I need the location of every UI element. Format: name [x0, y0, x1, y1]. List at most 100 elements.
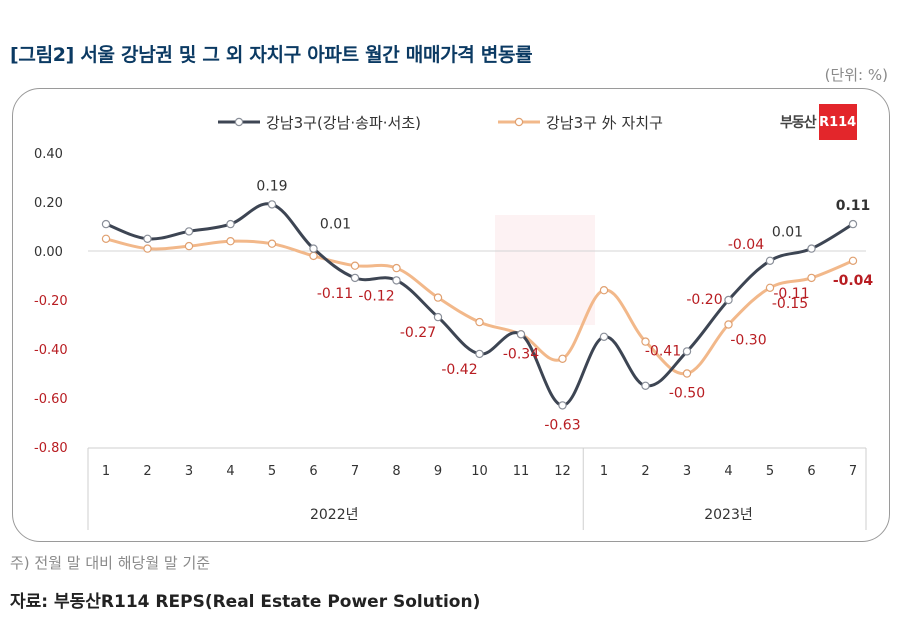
data-point: [682, 347, 692, 356]
watermark-logo: [495, 215, 595, 325]
x-tick-label: 7: [849, 464, 857, 479]
data-label: -0.15: [772, 296, 808, 312]
x-tick-label: 4: [724, 464, 732, 479]
brand-logo: 부동산 R114: [780, 104, 857, 140]
data-point: [765, 283, 775, 292]
source-credit: 자료: 부동산R114 REPS(Real Estate Power Solut…: [10, 592, 481, 612]
legend-label: 강남3구(강남·송파·서초): [266, 114, 421, 132]
y-tick-label: -0.80: [34, 441, 68, 456]
data-point: [724, 320, 733, 329]
y-tick-label: 0.40: [34, 147, 63, 162]
data-label: -0.11: [773, 286, 809, 302]
y-tick-label: -0.40: [34, 343, 68, 358]
data-point: [765, 256, 775, 265]
data-point: [641, 337, 650, 346]
data-point: [309, 244, 318, 253]
data-point: [392, 276, 401, 285]
data-label: -0.04: [833, 273, 874, 289]
data-point: [267, 200, 277, 209]
x-tick-label: 8: [392, 464, 400, 479]
data-point: [682, 369, 692, 378]
data-point: [848, 219, 858, 229]
data-label: -0.11: [317, 286, 353, 302]
data-point: [807, 244, 816, 253]
data-point: [641, 381, 650, 390]
data-point: [516, 330, 526, 339]
data-label: -0.04: [728, 237, 764, 253]
data-point: [184, 227, 194, 236]
data-point: [475, 349, 484, 359]
x-tick-label: 4: [226, 464, 234, 479]
x-tick-label: 2: [641, 464, 649, 479]
data-point: [101, 219, 111, 229]
x-tick-label: 6: [309, 464, 317, 479]
x-tick-label: 9: [434, 464, 442, 479]
data-point: [309, 251, 318, 261]
legend-marker: [234, 117, 244, 127]
y-axis: 0.40 0.20 0.00 -0.20 -0.40 -0.60 -0.80: [34, 147, 68, 456]
y-tick-label: -0.20: [34, 294, 68, 309]
series-line: [105, 202, 854, 407]
data-point: [226, 219, 235, 229]
year-label: 2022년: [310, 507, 359, 523]
data-point: [226, 236, 235, 246]
data-label: 0.11: [836, 198, 871, 214]
y-tick-label: -0.60: [34, 392, 68, 407]
data-label: 0.19: [256, 178, 287, 194]
data-point: [184, 241, 194, 251]
data-point: [143, 234, 152, 243]
data-point: [558, 401, 567, 410]
data-point: [433, 293, 443, 302]
logo-text: 부동산: [780, 115, 817, 131]
unit-label: (단위: %): [824, 66, 888, 84]
data-label: -0.42: [441, 362, 477, 378]
data-label: -0.30: [730, 333, 766, 349]
x-tick-label: 11: [513, 464, 530, 479]
data-point: [599, 332, 609, 341]
x-tick-label: 3: [185, 464, 193, 479]
data-point: [475, 317, 484, 327]
data-label: 0.01: [772, 225, 803, 241]
data-labels: 0.19 0.01 -0.11 -0.12 -0.27 -0.42 -0.34 -0.63 -0…: [256, 178, 873, 433]
chart-title: [그림2] 서울 강남권 및 그 외 자치구 아파트 월간 매매가격 변동률: [10, 44, 533, 66]
data-label: -0.27: [400, 325, 436, 341]
legend-marker: [514, 117, 524, 127]
x-tick-label: 5: [268, 464, 276, 479]
x-tick-label: 1: [600, 464, 608, 479]
year-label: 2023년: [704, 507, 753, 523]
y-tick-label: 0.20: [34, 196, 63, 211]
x-tick-label: 5: [766, 464, 774, 479]
data-point: [558, 354, 567, 363]
data-label: -0.41: [645, 343, 681, 359]
data-label: -0.34: [503, 346, 539, 362]
data-point: [807, 273, 816, 283]
data-label: 0.01: [320, 217, 351, 233]
series-others: [101, 234, 858, 378]
x-tick-label: 2: [143, 464, 151, 479]
x-tick-label: 6: [807, 464, 815, 479]
data-point: [350, 273, 360, 283]
y-tick-label: 0.00: [34, 245, 63, 260]
data-point: [433, 312, 443, 322]
data-point: [101, 234, 111, 243]
footnote: 주) 전월 말 대비 해당월 말 기준: [10, 554, 211, 572]
x-tick-label: 10: [471, 464, 488, 479]
data-point: [350, 261, 360, 270]
data-label: -0.12: [358, 288, 394, 304]
data-label: -0.20: [686, 292, 722, 308]
x-tick-label: 3: [683, 464, 691, 479]
data-point: [392, 263, 401, 273]
data-point: [724, 295, 733, 305]
data-point: [267, 239, 277, 248]
x-tick-label: 7: [351, 464, 359, 479]
x-tick-label: 1: [102, 464, 110, 479]
legend-label: 강남3구 外 자치구: [546, 114, 663, 132]
legend: 강남3구(강남·송파·서초) 강남3구 外 자치구: [218, 114, 663, 132]
x-tick-label: 12: [554, 464, 571, 479]
data-point: [599, 286, 609, 295]
data-point: [848, 256, 858, 265]
data-label: -0.50: [669, 386, 705, 402]
data-label: -0.63: [544, 417, 580, 433]
